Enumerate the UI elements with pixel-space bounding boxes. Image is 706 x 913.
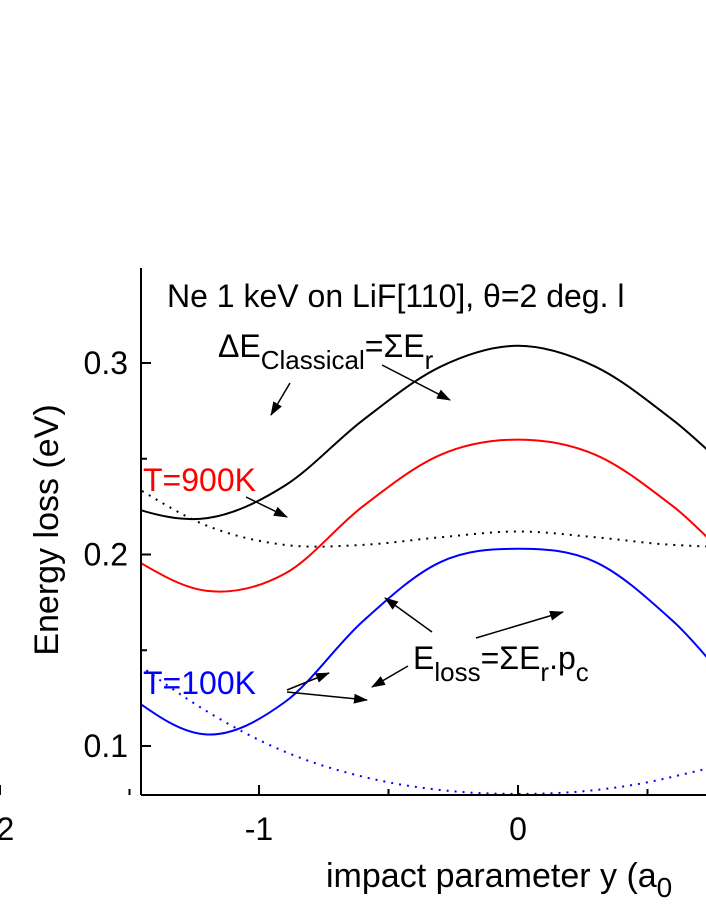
- x-tick-label: -2: [0, 811, 14, 847]
- t100-label: T=100K: [143, 665, 256, 701]
- x-axis-title-main: impact parameter y (a: [326, 857, 657, 895]
- loss-eq: =ΣE: [481, 640, 541, 676]
- loss-label: Eloss=ΣEr.pc: [413, 640, 589, 687]
- arrow-classical-dotted: [270, 382, 291, 416]
- classical-eq-sub: r: [425, 345, 434, 375]
- loss-dot-sub: c: [576, 657, 589, 687]
- classical-eq: =ΣE: [365, 328, 425, 364]
- loss-sub: loss: [434, 657, 480, 687]
- arrow-t900: [245, 496, 288, 518]
- arrow-t100-b: [286, 691, 368, 704]
- x-axis-title: impact parameter y (a0: [326, 857, 672, 903]
- plot-lines: [141, 344, 706, 795]
- series-line-5: [141, 547, 706, 736]
- arrow-classical-solid: [381, 364, 451, 401]
- arrow-loss-dotted: [371, 665, 409, 688]
- arrow-loss-blue: [475, 610, 564, 639]
- t900-label: T=900K: [143, 462, 256, 498]
- classical-prefix: ΔE: [218, 328, 261, 364]
- series-line-3: [141, 438, 706, 593]
- y-tick-label: 0.2: [84, 537, 128, 573]
- arrow-loss-red: [384, 597, 433, 633]
- axis-ticks: -2-1010.10.20.3: [0, 345, 649, 847]
- x-tick-label: -1: [245, 811, 273, 847]
- x-tick-label: 0: [509, 811, 527, 847]
- loss-dot: .p: [549, 640, 576, 676]
- classical-label: ΔEClassical=ΣEr: [218, 328, 434, 375]
- y-tick-label: 0.1: [84, 728, 128, 764]
- chart-title: Ne 1 keV on LiF[110], θ=2 deg. l: [167, 278, 624, 314]
- annotation-arrows: [245, 364, 564, 704]
- x-axis-title-sub: 0: [657, 872, 673, 903]
- series-line-1: [141, 344, 706, 521]
- y-tick-label: 0.3: [84, 345, 128, 381]
- classical-sub: Classical: [261, 345, 365, 375]
- loss-eq-sub: r: [540, 657, 549, 687]
- y-axis-title: Energy loss (eV): [28, 404, 66, 655]
- arrow-t100-a: [286, 672, 330, 691]
- loss-prefix: E: [413, 640, 434, 676]
